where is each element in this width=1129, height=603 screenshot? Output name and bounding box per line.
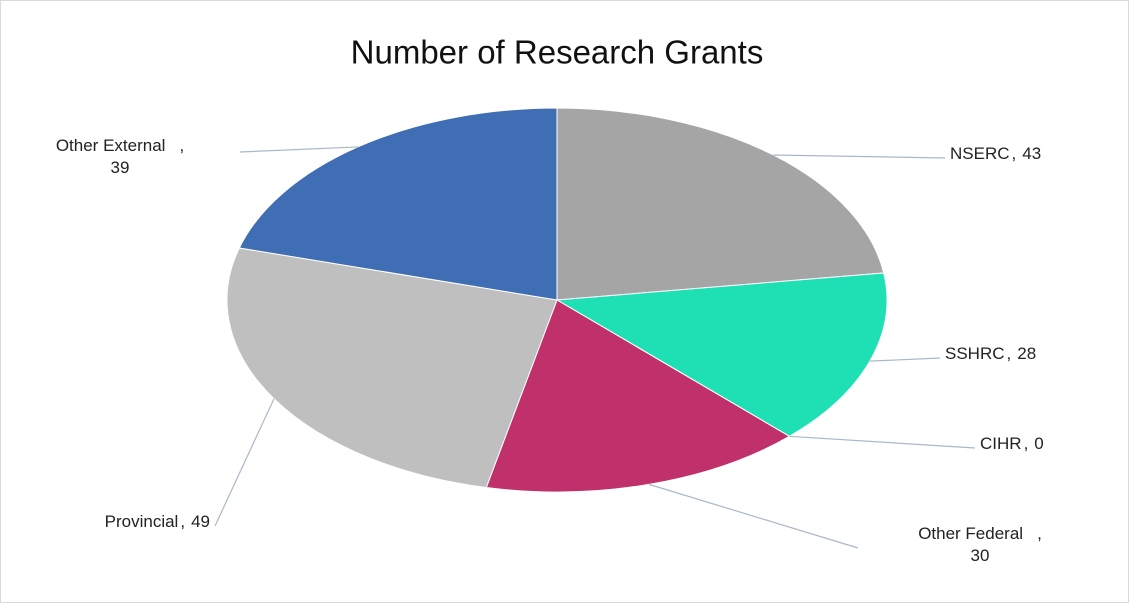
label-value: 43	[1022, 144, 1041, 163]
label-separator: ,	[179, 136, 184, 155]
label-value: 49	[191, 512, 210, 531]
label-separator: ,	[180, 512, 185, 531]
label-separator: ,	[1012, 144, 1017, 163]
label-value: 0	[1034, 434, 1043, 453]
label-category: Other Federal	[918, 524, 1023, 543]
label-category: SSHRC	[945, 344, 1005, 363]
data-label: NSERC, 43	[950, 144, 1041, 163]
data-label: SSHRC, 28	[945, 344, 1036, 363]
label-category: Other External	[56, 136, 166, 155]
data-label: Provincial, 49	[105, 512, 210, 531]
data-label: CIHR, 0	[980, 434, 1044, 453]
label-separator: ,	[1007, 344, 1012, 363]
pie	[227, 108, 887, 492]
label-separator: ,	[1024, 434, 1029, 453]
label-value: 30	[971, 546, 990, 565]
label-category: Provincial	[105, 512, 179, 531]
label-category: CIHR	[980, 434, 1022, 453]
label-category: NSERC	[950, 144, 1010, 163]
label-separator: ,	[1037, 524, 1042, 543]
label-value: 39	[111, 158, 130, 177]
chart-title: Number of Research Grants	[351, 34, 764, 71]
label-value: 28	[1017, 344, 1036, 363]
chart: Number of Research Grants NSERC, 43 SSHRC,…	[0, 0, 1129, 603]
